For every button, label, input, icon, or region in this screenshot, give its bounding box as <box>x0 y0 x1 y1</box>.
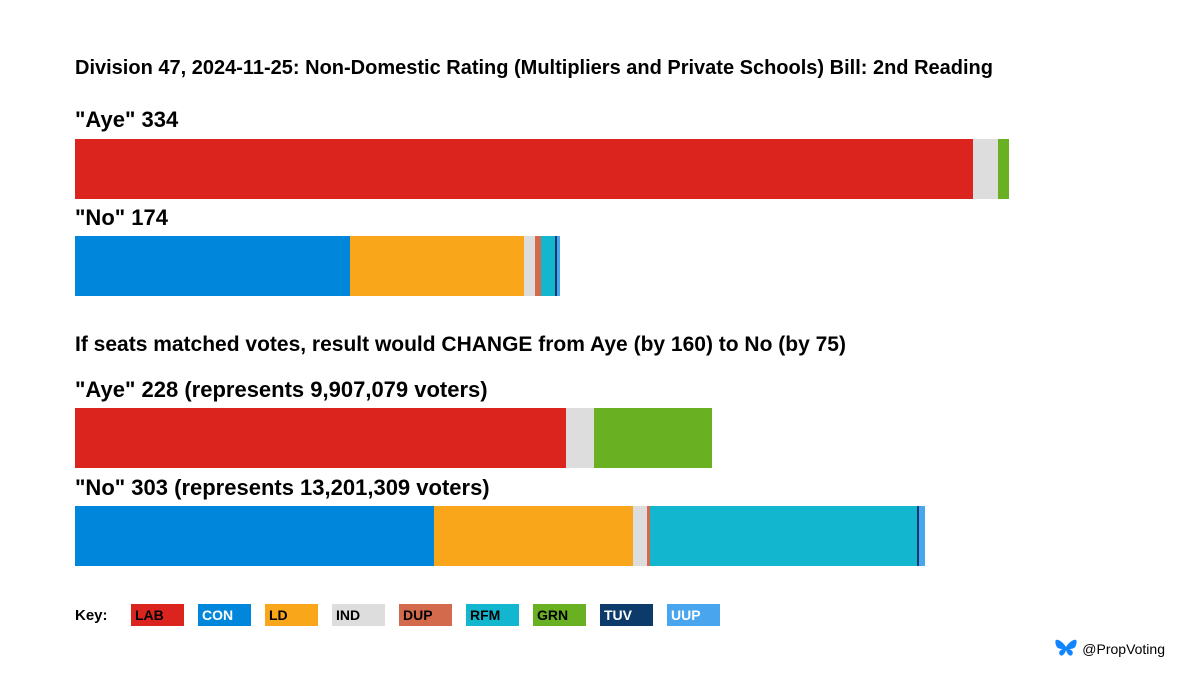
bar-segment-uup <box>919 506 925 566</box>
bar-segment-grn <box>593 408 712 468</box>
bar-no-actual <box>75 236 561 296</box>
bar-segment-rfm <box>650 506 917 566</box>
bar-segment-uup <box>557 236 561 296</box>
bar-aye-proportional <box>75 408 712 468</box>
legend-item-grn: GRN <box>533 604 586 626</box>
bar-segment-con <box>75 236 350 296</box>
bar-label-aye-actual: "Aye" 334 <box>75 107 179 132</box>
legend-item-con: CON <box>198 604 251 626</box>
legend: Key: LAB CON LD IND DUP RFM GRN TUV UUP <box>75 604 734 626</box>
result-statement: If seats matched votes, result would CHA… <box>75 333 846 356</box>
legend-items: LAB CON LD IND DUP RFM GRN TUV UUP <box>131 604 734 626</box>
bar-segment-lab <box>75 408 566 468</box>
bar-segment-ind <box>972 139 998 199</box>
legend-item-dup: DUP <box>399 604 452 626</box>
bar-segment-rfm <box>540 236 555 296</box>
bar-label-aye-proportional: "Aye" 228 (represents 9,907,079 voters) <box>75 377 488 402</box>
legend-item-lab: LAB <box>131 604 184 626</box>
bar-segment-lab <box>75 139 973 199</box>
bar-segment-tuv <box>916 506 920 566</box>
legend-item-uup: UUP <box>667 604 720 626</box>
bar-segment-con <box>75 506 435 566</box>
bar-label-no-proportional: "No" 303 (represents 13,201,309 voters) <box>75 475 490 500</box>
credit[interactable]: @PropVoting <box>1055 639 1165 658</box>
bar-segment-grn <box>997 139 1010 199</box>
bar-segment-dup <box>647 506 651 566</box>
credit-handle: @PropVoting <box>1082 640 1165 657</box>
legend-item-rfm: RFM <box>466 604 519 626</box>
bar-segment-tuv <box>554 236 558 296</box>
bar-segment-ld <box>349 236 524 296</box>
bar-segment-dup <box>535 236 541 296</box>
bar-segment-ld <box>434 506 634 566</box>
butterfly-icon <box>1055 639 1077 656</box>
bar-segment-ind <box>523 236 536 296</box>
bar-no-proportional <box>75 506 925 566</box>
bar-segment-ind <box>633 506 648 566</box>
legend-item-tuv: TUV <box>600 604 653 626</box>
chart-title: Division 47, 2024-11-25: Non-Domestic Ra… <box>75 57 993 79</box>
legend-item-ld: LD <box>265 604 318 626</box>
bar-aye-actual <box>75 139 1010 199</box>
legend-item-ind: IND <box>332 604 385 626</box>
legend-title: Key: <box>75 606 108 624</box>
bar-segment-ind <box>565 408 594 468</box>
bar-label-no-actual: "No" 174 <box>75 205 169 230</box>
